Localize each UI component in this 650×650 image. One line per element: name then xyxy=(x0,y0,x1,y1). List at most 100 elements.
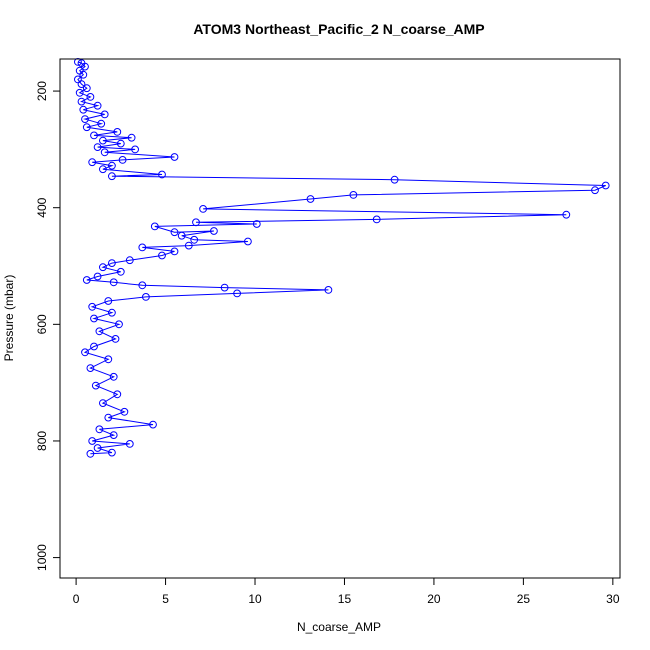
data-point xyxy=(81,348,89,357)
data-point xyxy=(95,327,104,336)
data-point xyxy=(116,267,125,276)
data-point xyxy=(77,80,86,88)
data-point xyxy=(100,148,109,157)
data-point xyxy=(349,191,358,199)
data-point xyxy=(86,364,95,373)
data-series xyxy=(74,58,610,458)
data-point xyxy=(97,119,106,128)
y-tick-label: 800 xyxy=(35,431,49,451)
data-point xyxy=(170,228,179,237)
series-line xyxy=(77,61,606,455)
x-tick-label: 15 xyxy=(338,592,352,606)
data-point xyxy=(99,136,107,145)
data-point xyxy=(192,218,200,227)
data-point xyxy=(88,158,97,167)
data-point xyxy=(306,195,315,203)
data-point xyxy=(142,293,150,301)
data-point xyxy=(108,161,116,170)
data-point xyxy=(390,175,399,184)
data-point xyxy=(108,308,116,317)
data-point xyxy=(115,320,123,329)
data-point xyxy=(108,448,116,457)
data-point xyxy=(91,381,100,390)
data-point xyxy=(77,97,86,106)
data-point xyxy=(93,101,102,110)
data-point xyxy=(111,335,120,343)
data-point xyxy=(601,181,610,190)
data-point xyxy=(131,145,140,154)
data-point xyxy=(113,128,122,136)
data-point xyxy=(104,297,113,305)
data-point xyxy=(252,220,261,228)
plot-box xyxy=(59,58,621,579)
data-point xyxy=(90,131,98,140)
y-tick-label: 200 xyxy=(35,81,49,101)
data-point xyxy=(88,302,97,311)
data-point xyxy=(88,437,97,445)
data-point xyxy=(93,143,102,152)
data-point xyxy=(149,420,157,429)
data-point xyxy=(86,93,95,101)
data-point xyxy=(190,235,199,244)
data-point xyxy=(90,314,98,323)
data-point xyxy=(177,231,186,240)
data-point xyxy=(324,286,333,294)
data-point xyxy=(233,289,242,298)
data-point xyxy=(150,222,159,231)
data-point xyxy=(562,210,571,219)
y-tick-label: 400 xyxy=(35,197,49,217)
data-point xyxy=(104,413,113,422)
data-point xyxy=(170,153,179,161)
x-tick-label: 30 xyxy=(606,592,620,606)
x-tick-label: 25 xyxy=(517,592,531,606)
data-point xyxy=(120,407,129,416)
data-point xyxy=(210,227,218,235)
data-point xyxy=(138,281,147,290)
data-point xyxy=(108,172,116,181)
data-point xyxy=(170,247,179,256)
data-point xyxy=(116,139,125,148)
data-point xyxy=(86,449,95,458)
data-point xyxy=(184,241,193,250)
data-point xyxy=(81,62,89,71)
data-point xyxy=(372,215,381,224)
data-point xyxy=(100,110,109,119)
data-point xyxy=(138,243,147,252)
data-point xyxy=(82,84,91,93)
data-point xyxy=(158,170,166,179)
data-point xyxy=(244,237,252,246)
data-point xyxy=(125,256,134,265)
x-axis-label: N_coarse_AMP xyxy=(297,620,381,634)
data-point xyxy=(99,399,107,408)
data-point xyxy=(127,133,136,142)
x-axis: 0 5 10 15 20 25 30 xyxy=(73,577,620,606)
data-point xyxy=(125,440,134,448)
data-point xyxy=(75,88,84,97)
x-tick-label: 10 xyxy=(248,592,262,606)
data-point xyxy=(93,272,102,281)
data-point xyxy=(79,70,88,79)
y-tick-label: 600 xyxy=(35,314,49,334)
data-point xyxy=(199,205,208,213)
x-tick-label: 5 xyxy=(162,592,169,606)
data-point xyxy=(109,372,118,381)
x-tick-label: 0 xyxy=(73,592,80,606)
data-point xyxy=(99,165,107,174)
data-point xyxy=(93,444,102,452)
data-point xyxy=(118,156,127,164)
y-axis: 200 400 600 800 1000 xyxy=(35,81,61,571)
data-point xyxy=(109,431,118,440)
data-point xyxy=(95,425,104,434)
data-point xyxy=(82,123,91,132)
data-point xyxy=(113,390,122,399)
data-point xyxy=(591,186,599,195)
data-point xyxy=(104,355,113,364)
data-point xyxy=(108,259,116,268)
data-point xyxy=(79,105,88,114)
data-point xyxy=(158,251,166,260)
data-point xyxy=(90,342,98,351)
data-point xyxy=(99,263,107,272)
x-tick-label: 20 xyxy=(427,592,441,606)
data-point xyxy=(220,283,229,292)
